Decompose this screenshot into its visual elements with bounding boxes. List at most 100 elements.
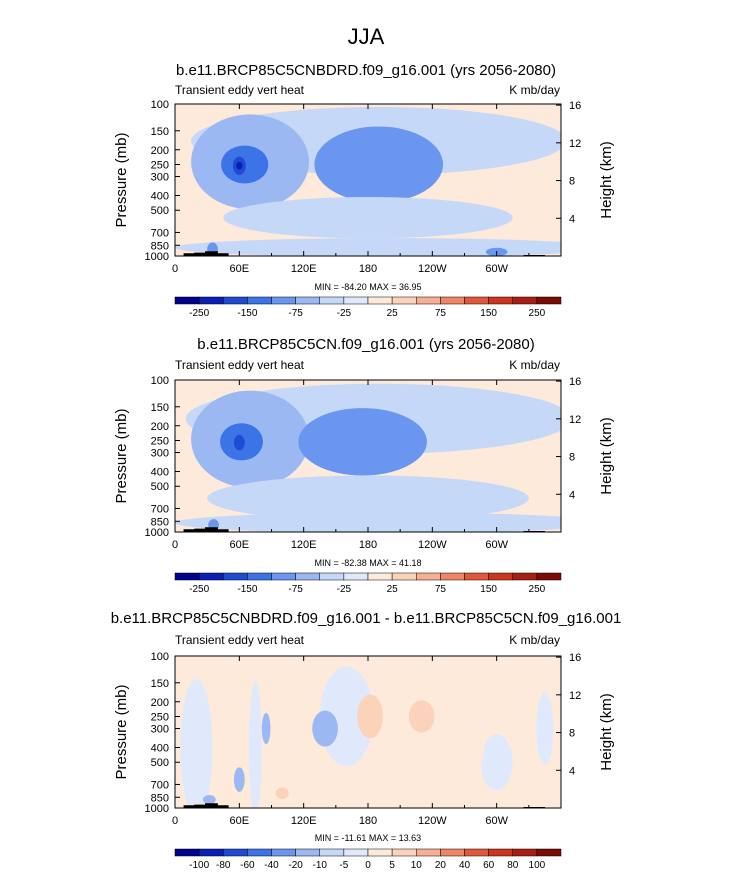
panel-3-y-tick-label: 250 xyxy=(151,711,169,723)
panel-1-colorbar-label: 75 xyxy=(435,308,447,319)
panel-3-colorbar: -100 -80 -60 -40 -20 -10 -5 0 5 10 20 40 60 80 100 xyxy=(174,848,562,871)
panel-1-colorbar-swatch xyxy=(391,296,417,305)
panel-2-y-tick-label: 400 xyxy=(151,467,169,479)
panel-1-right-label: K mb/day xyxy=(509,83,560,97)
panel-1-y-tick-label: 400 xyxy=(151,191,169,203)
panel-2-x-tick-label: 120E xyxy=(291,539,317,551)
panel-3-contour-region-1 xyxy=(180,678,213,808)
panel-3-colorbar-label: 20 xyxy=(435,860,447,871)
panel-3-colorbar-swatch xyxy=(343,848,369,857)
panel-3-y-tick-label: 200 xyxy=(151,697,169,709)
panel-3-contour-region-9 xyxy=(408,700,435,733)
panel-1-colorbar-label: -150 xyxy=(237,308,257,319)
panel-1-colorbar-label: 250 xyxy=(529,308,546,319)
panel-2-field xyxy=(175,380,561,532)
panel-1-x-tick-label: 180 xyxy=(359,263,377,275)
panel-3-colorbar-label: 40 xyxy=(459,860,471,871)
panel-1-y-axis-label: Pressure (mb) xyxy=(113,132,130,227)
panel-3-contour-region-10 xyxy=(443,672,486,785)
panel-3-contour-region-12 xyxy=(202,795,216,805)
panel-1-x-tick-label: 120W xyxy=(418,263,447,275)
panel-2-right-label: K mb/day xyxy=(509,358,560,372)
panel-2-colorbar-swatch xyxy=(367,572,393,581)
panel-2-colorbar-swatch xyxy=(440,572,465,581)
panel-3-colorbar-swatch xyxy=(391,848,417,857)
panel-3-colorbar-swatch xyxy=(271,848,296,857)
panel-2-y-tick-label: 150 xyxy=(151,402,169,414)
panel-1-colorbar-swatch xyxy=(174,296,200,305)
panel-2-colorbar-label: 250 xyxy=(529,584,546,595)
panel-3-contour-region-7 xyxy=(480,734,513,791)
panel-3-colorbar-label: 0 xyxy=(365,860,371,871)
panel-3-contour-region-6 xyxy=(261,712,271,745)
panel-1-y2-tick-label: 4 xyxy=(569,213,575,225)
panel-2-contour-region-6 xyxy=(207,475,529,522)
panel-1-colorbar: -250 -150 -75 -25 25 75 150 250 xyxy=(174,296,562,319)
panel-3-contour-region-8 xyxy=(357,694,384,739)
panel-2-x-tick-label: 60E xyxy=(230,539,250,551)
panel-3-colorbar-label: -100 xyxy=(189,860,209,871)
panel-2-colorbar-swatch xyxy=(295,572,320,581)
panel-3-colorbar-label: -60 xyxy=(240,860,255,871)
panel-3-colorbar-swatch xyxy=(464,848,489,857)
panel-3-field xyxy=(175,656,561,808)
panel-2-colorbar-swatch xyxy=(343,572,369,581)
panel-3-contour-region-13 xyxy=(536,692,554,765)
panel-1-y-tick-label: 500 xyxy=(151,205,169,217)
panel-2-colorbar-swatch xyxy=(488,572,513,581)
panel-1-y-tick-label: 100 xyxy=(151,99,169,111)
panel-3-colorbar-swatch xyxy=(367,848,393,857)
panel-2-y-axis-label: Pressure (mb) xyxy=(113,408,130,503)
panel-1-title: b.e11.BRCP85C5CNBDRD.f09_g16.001 (yrs 20… xyxy=(176,62,556,79)
panel-2-terrain xyxy=(183,527,229,532)
panel-3-colorbar-swatch xyxy=(512,848,538,857)
panel-3-contour-region-2 xyxy=(248,681,262,808)
panel-2-y2-tick-label: 8 xyxy=(569,452,575,464)
panel-3-y-tick-label: 700 xyxy=(151,779,169,791)
panel-2-colorbar-swatch xyxy=(223,572,248,581)
panel-3-colorbar-swatch xyxy=(174,848,200,857)
panel-1-contour-region-3 xyxy=(314,126,444,203)
panel-3-y-tick-label: 500 xyxy=(151,757,169,769)
panel-1-colorbar-swatch xyxy=(512,296,538,305)
panel-3-y-axis-label: Pressure (mb) xyxy=(113,684,130,779)
panel-2-colorbar-swatch xyxy=(319,572,345,581)
panel-2-x-tick-label: 120W xyxy=(418,539,447,551)
panel-1-colorbar-swatch xyxy=(464,296,489,305)
panel-1-y2-tick-label: 16 xyxy=(569,100,581,112)
panel-1-contour-region-6 xyxy=(236,161,243,170)
panel-3-y-tick-label: 100 xyxy=(151,651,169,663)
panel-2-minmax: MIN = -82.38 MAX = 41.18 xyxy=(314,558,421,568)
panel-2-colorbar-label: 150 xyxy=(480,584,497,595)
panel-3-y-tick-label: 150 xyxy=(151,678,169,690)
panel-2-colorbar-swatch xyxy=(391,572,417,581)
panel-2-contour-region-5 xyxy=(233,434,245,451)
panel-3-y2-tick-label: 4 xyxy=(569,765,575,777)
panel-2-colorbar-swatch xyxy=(512,572,538,581)
panel-2-colorbar-swatch xyxy=(536,572,562,581)
panel-2-colorbar-label: -250 xyxy=(189,584,209,595)
panel-1-y-tick-label: 850 xyxy=(151,240,169,252)
panel-2-x-tick-label: 0 xyxy=(172,539,178,551)
panel-1-colorbar-swatch xyxy=(223,296,248,305)
panel-2-y-tick-label: 850 xyxy=(151,516,169,528)
panel-2-colorbar-swatch xyxy=(174,572,200,581)
panel-2-colorbar-label: -25 xyxy=(337,584,352,595)
panel-1-colorbar-swatch xyxy=(319,296,345,305)
panel-3-y-tick-label: 1000 xyxy=(145,803,169,815)
panel-1-x-tick-label: 120E xyxy=(291,263,317,275)
panel-2-y-tick-label: 200 xyxy=(151,421,169,433)
panel-3-colorbar-label: -40 xyxy=(264,860,279,871)
panel-1-colorbar-swatch xyxy=(198,296,224,305)
panel-3-right-label: K mb/day xyxy=(509,633,560,647)
panel-2-colorbar-swatch xyxy=(464,572,489,581)
panel-1-colorbar-swatch xyxy=(488,296,513,305)
panel-3-colorbar-label: 100 xyxy=(529,860,546,871)
panel-1-colorbar-swatch xyxy=(416,296,441,305)
panel-3-colorbar-swatch xyxy=(488,848,513,857)
panel-1-y2-axis-label: Height (km) xyxy=(598,141,615,219)
panel-3-x-tick-label: 0 xyxy=(172,815,178,827)
panel-2-colorbar-label: -75 xyxy=(288,584,303,595)
